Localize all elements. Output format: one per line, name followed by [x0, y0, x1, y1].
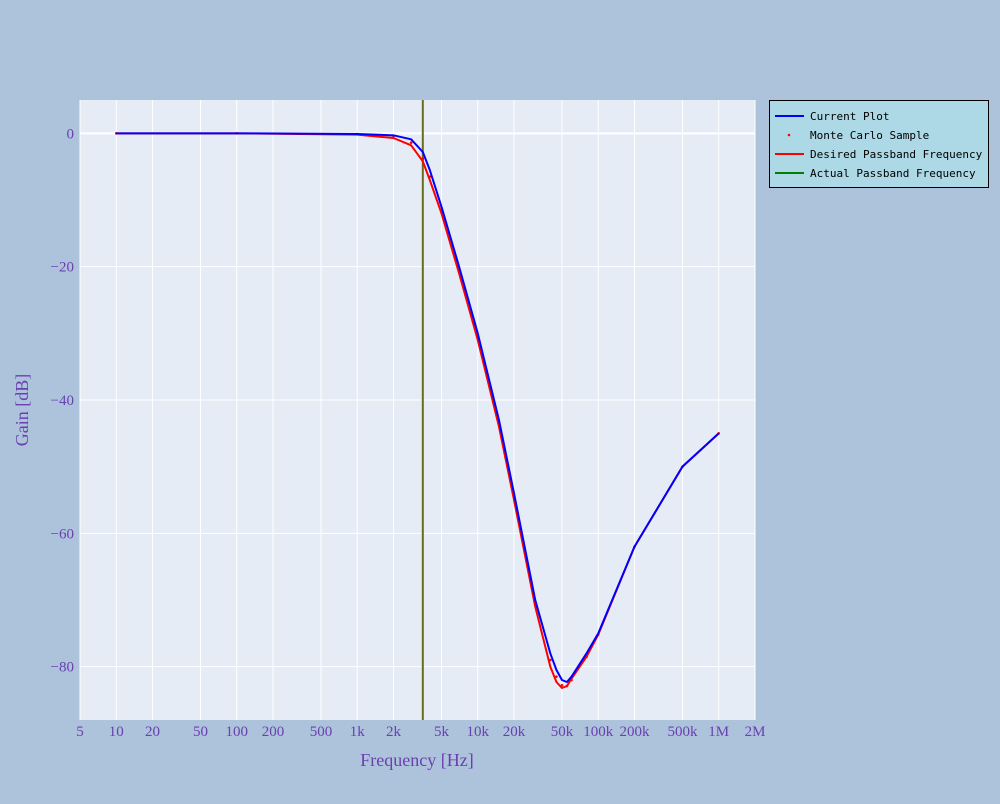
legend-label-3: Actual Passband Frequency: [810, 167, 976, 180]
x-tick-label: 2M: [745, 724, 766, 740]
y-tick-label: −40: [51, 393, 74, 409]
y-tick-labels: 0 −20 −40 −60 −80: [51, 126, 74, 675]
x-tick-label: 100k: [583, 724, 614, 740]
x-tick-label: 20: [145, 724, 160, 740]
x-tick-label: 500k: [667, 724, 698, 740]
x-tick-label: 20k: [503, 724, 526, 740]
plot-background: [80, 100, 755, 720]
legend-label-0: Current Plot: [810, 110, 889, 123]
monte-carlo-point: [570, 678, 573, 682]
monte-carlo-point: [548, 658, 552, 662]
monte-carlo-point: [555, 675, 558, 678]
legend: Current Plot Monte Carlo Sample Desired Pa…: [769, 100, 989, 188]
monte-carlo-point: [560, 684, 564, 687]
x-tick-label: 1k: [350, 724, 366, 740]
x-tick-labels: 5 10 20 50 100 200 500 1k 2k 5k 10k 20k 50k 100k 200k 5…: [76, 724, 765, 740]
x-tick-label: 10k: [466, 724, 489, 740]
monte-carlo-point: [409, 141, 413, 144]
x-tick-label: 200k: [620, 724, 651, 740]
y-tick-label: −20: [51, 260, 74, 276]
legend-box: [769, 100, 989, 188]
x-tick-label: 50: [193, 724, 208, 740]
legend-swatch-1: [787, 133, 791, 137]
monte-carlo-point: [565, 684, 569, 688]
series: [114, 132, 721, 689]
x-tick-label: 200: [262, 724, 285, 740]
x-tick-label: 10: [109, 724, 124, 740]
legend-label-1: Monte Carlo Sample: [810, 129, 929, 142]
x-tick-label: 5k: [434, 724, 450, 740]
x-tick-label: 1M: [708, 724, 729, 740]
x-tick-label: 2k: [386, 724, 402, 740]
y-tick-label: −80: [51, 660, 74, 676]
y-axis-title: Gain [dB]: [12, 374, 32, 446]
y-tick-label: −60: [51, 526, 74, 542]
x-tick-label: 50k: [551, 724, 574, 740]
x-axis-title: Frequency [Hz]: [360, 750, 473, 770]
x-tick-label: 100: [226, 724, 249, 740]
monte-carlo-point: [428, 175, 432, 178]
series-line-2: [116, 132, 720, 689]
series-line-0: [116, 132, 720, 683]
monte-carlo-point: [421, 157, 425, 160]
x-tick-label: 5: [76, 724, 84, 740]
x-tick-label: 500: [310, 724, 333, 740]
legend-label-2: Desired Passband Frequency: [810, 148, 983, 161]
y-tick-label: 0: [67, 126, 75, 142]
